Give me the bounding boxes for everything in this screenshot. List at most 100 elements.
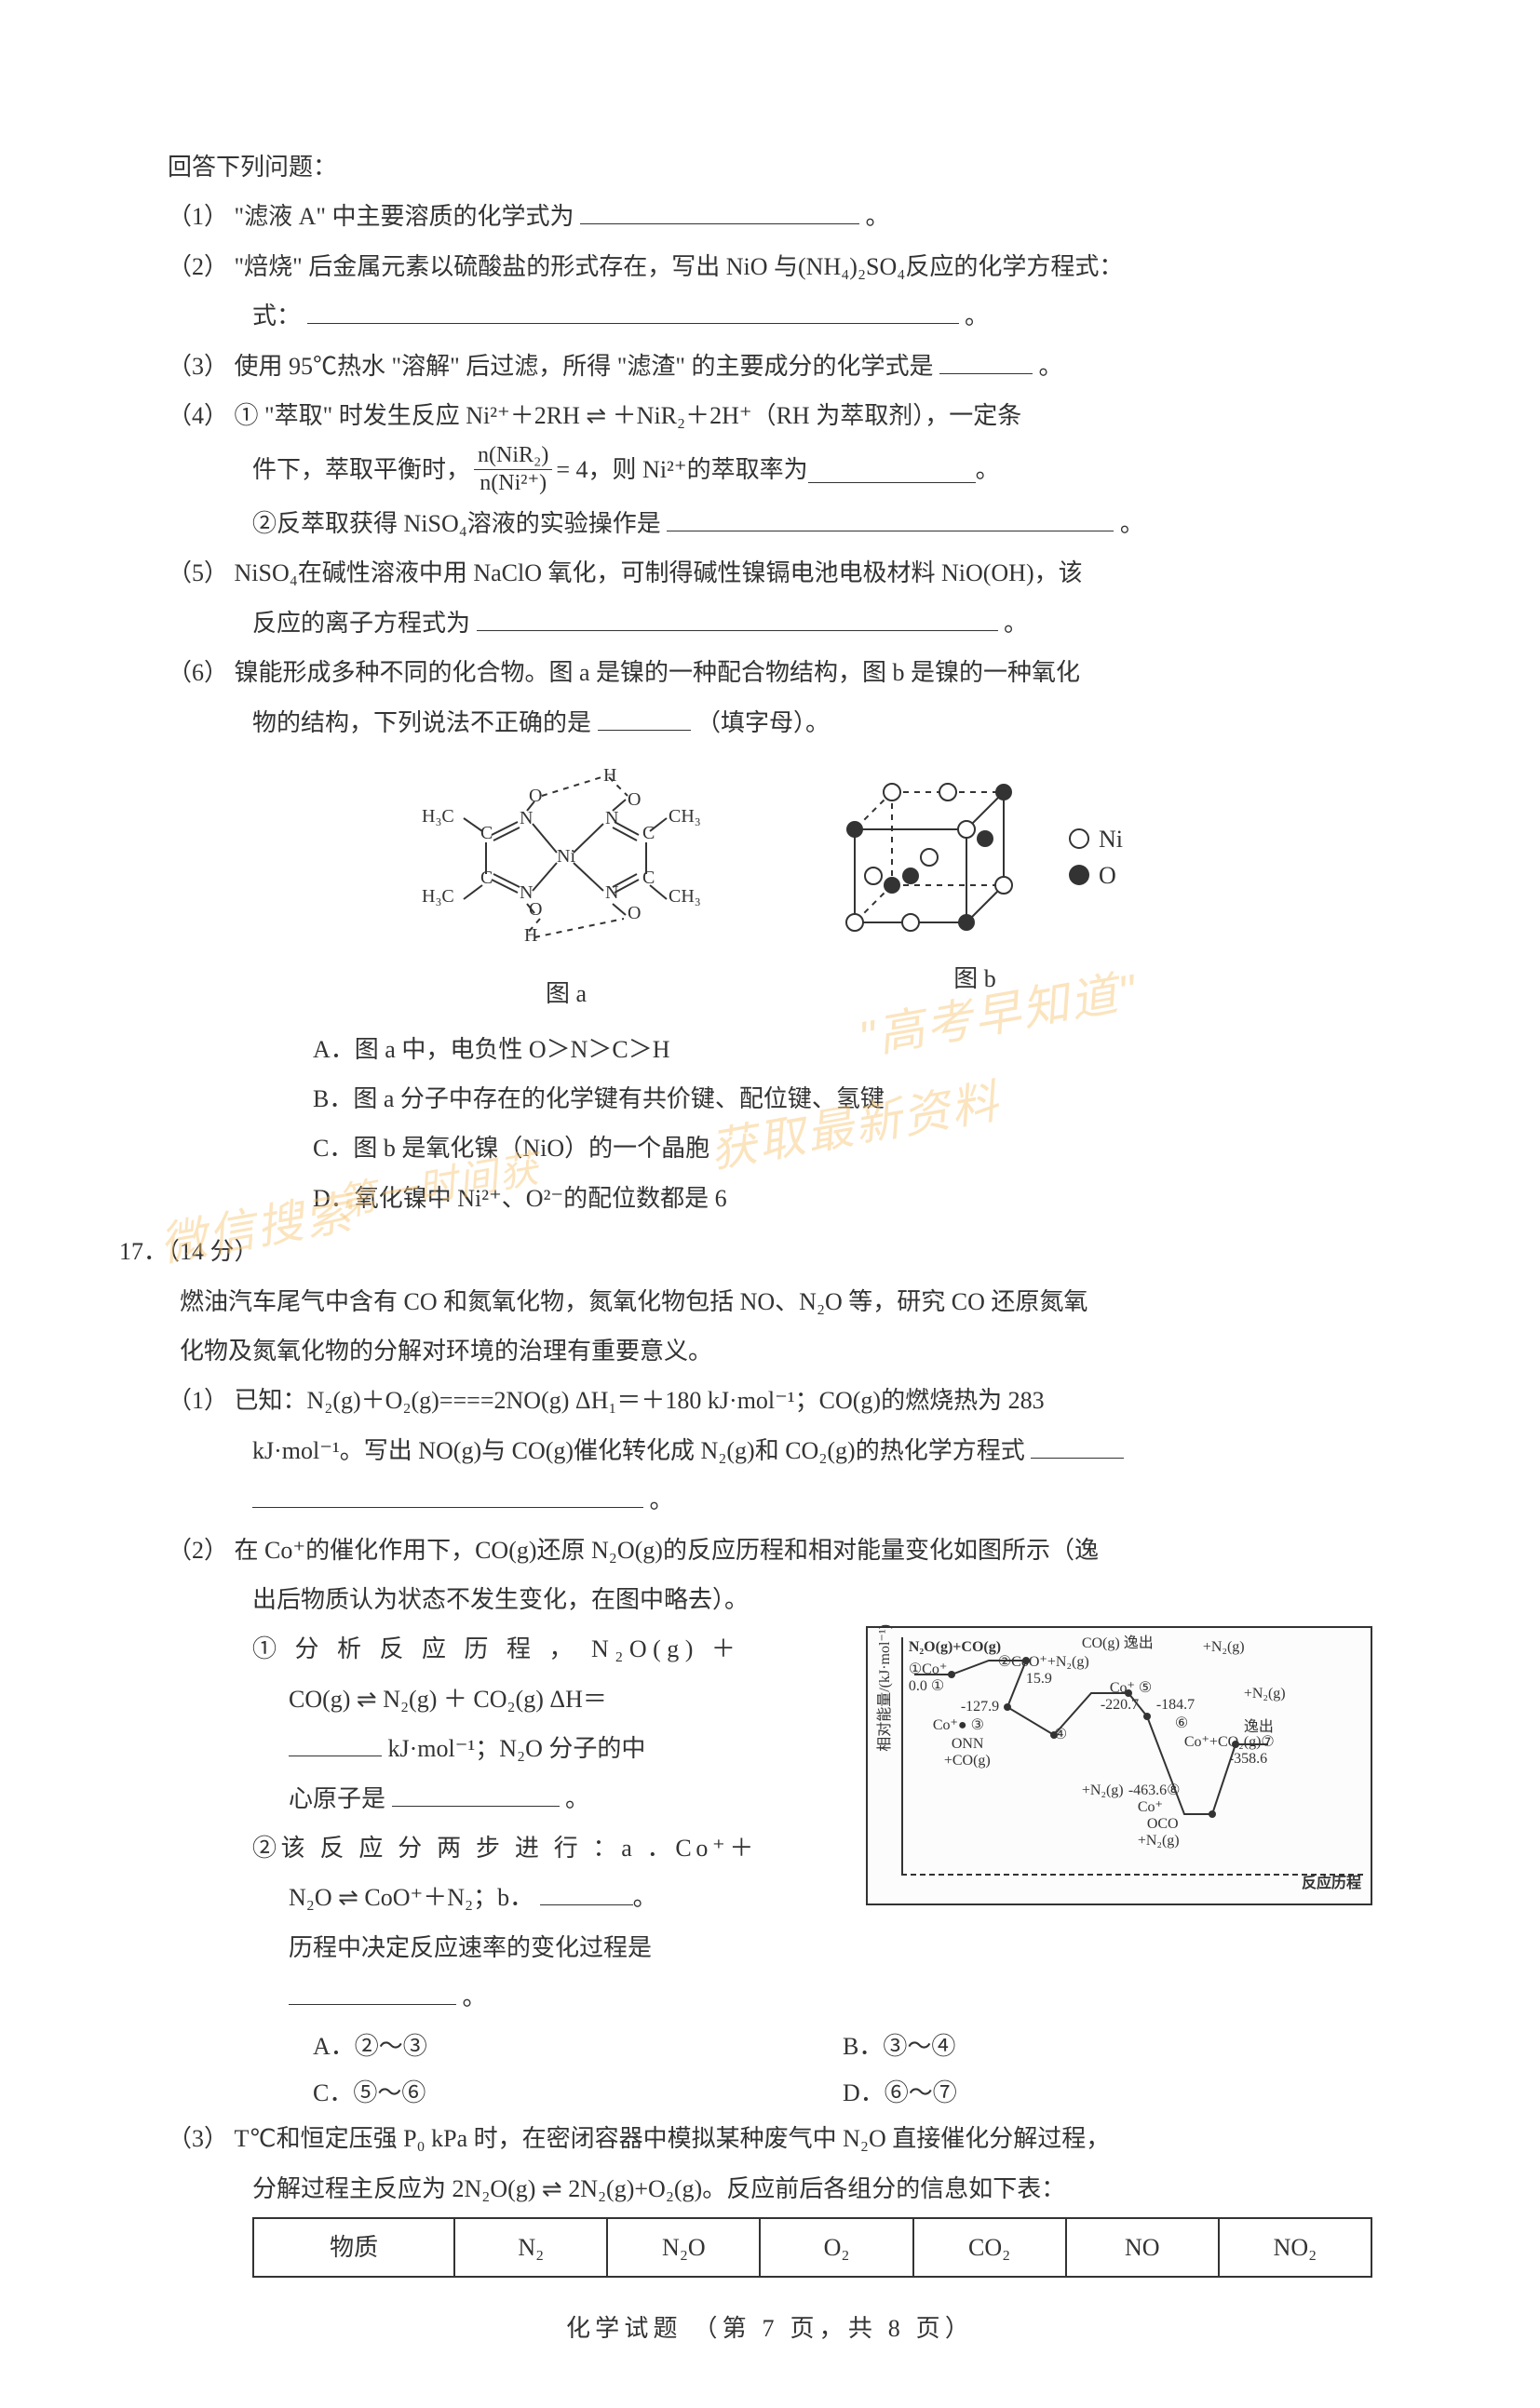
q3-blank xyxy=(939,347,1033,374)
atom-n-tr: N xyxy=(605,808,618,828)
q17-p1-a: 已知：N₂(g)＋O₂(g)====2NO(g) ΔH₁＝＋180 kJ·mol… xyxy=(235,1387,1045,1414)
th-1: N₂ xyxy=(454,2218,607,2277)
figure-a: Ni H O N N O O N N O H H₃C H₃C CH₃ CH₃ C xyxy=(417,764,715,1017)
q3-label: （3） xyxy=(168,353,228,380)
q17-sub1-d: 心原子是 xyxy=(289,1785,385,1812)
q17-p2-label: （2） xyxy=(168,1537,228,1564)
q17-intro-a: 燃油汽车尾气中含有 CO 和氮氧化物，氮氧化物包括 NO、N₂O 等，研究 CO… xyxy=(168,1279,1372,1325)
q17-sub2-tail-wrap: 。 xyxy=(252,1974,847,2020)
q6-line2: 物的结构，下列说法不正确的是 （填字母）。 xyxy=(168,700,1372,746)
q1-blank xyxy=(580,198,859,225)
q6-opt-c: C．图 b 是氧化镍（NiO）的一个晶胞 xyxy=(313,1125,1372,1171)
q4-tail2: 。 xyxy=(1120,510,1144,537)
atom-ch3-tl: H₃C xyxy=(422,806,454,827)
q17-mc-row2: C．⑤～⑥ D．⑥～⑦ xyxy=(168,2070,1372,2116)
cube-svg xyxy=(827,764,1032,950)
atom-n-bl: N xyxy=(520,882,533,903)
q4-line3: ②反萃取获得 NiSO₄溶液的实验操作是 。 xyxy=(168,501,1372,546)
q5-label: （5） xyxy=(168,559,228,586)
q17-mc-d: D．⑥～⑦ xyxy=(843,2070,1372,2116)
q4-blank2 xyxy=(667,504,1114,531)
chem-structure-svg: Ni H O N N O O N N O H H₃C H₃C CH₃ CH₃ C xyxy=(417,764,715,950)
q1-text: "滤液 A" 中主要溶质的化学式为 xyxy=(235,203,574,230)
q17-sub2-c: 历程中决定反应速率的变化过程是 xyxy=(252,1925,847,1971)
q4-line1: （4） ① "萃取" 时发生反应 Ni²⁺＋2RH ⇌ ＋NiR₂＋2H⁺（RH… xyxy=(168,393,1372,438)
q4-sub2: ②反萃取获得 NiSO₄溶液的实验操作是 xyxy=(252,510,661,537)
q17-sub1-b: CO(g) ⇌ N₂(g) ＋ CO₂(g) ΔH＝ xyxy=(252,1676,847,1722)
q6-hint: （填字母）。 xyxy=(696,709,830,736)
q6-blank xyxy=(598,704,691,731)
q17-mc-a: A．②～③ xyxy=(313,2024,843,2069)
frac-den: n(Ni²⁺) xyxy=(474,470,552,497)
q17-p1-label: （1） xyxy=(168,1387,228,1414)
q17-right-col: 相对能量/(kJ·mol⁻¹) 反应历程 N₂O(g)+CO(g) CO(g) … xyxy=(866,1626,1372,1905)
q5-tail: 。 xyxy=(1004,610,1028,637)
fig-a-label: 图 a xyxy=(417,971,715,1016)
q4-line2b: ，则 Ni²⁺的萃取率为 xyxy=(588,447,808,492)
fig-b-label: 图 b xyxy=(827,956,1123,1002)
q17-mc-row1: A．②～③ B．③～④ xyxy=(168,2024,1372,2069)
q1-label: （1） xyxy=(168,203,228,230)
q17-sub1-c: kJ·mol⁻¹；N₂O 分子的中 xyxy=(388,1735,646,1762)
legend-o: O xyxy=(1099,857,1116,894)
q17-sub2-b: N₂O ⇌ CoO⁺＋N₂；b． xyxy=(289,1884,534,1911)
ni-circle-icon xyxy=(1069,828,1089,849)
q17-p1-line3: 。 xyxy=(168,1477,1372,1523)
q17-p1-blank-inline xyxy=(1031,1432,1124,1459)
q17-p1-line1: （1） 已知：N₂(g)＋O₂(g)====2NO(g) ΔH₁＝＋180 kJ… xyxy=(168,1378,1372,1423)
q17-sub1-tail: 。 xyxy=(565,1785,589,1812)
atom-n-tl: N xyxy=(520,808,533,828)
q2-text: "焙烧" 后金属元素以硫酸盐的形式存在，写出 NiO 与(NH₄)₂SO₄反应的… xyxy=(235,253,1124,280)
q17-sub2-blank1 xyxy=(540,1879,633,1906)
q5-blank xyxy=(477,604,998,631)
atom-o-br: O xyxy=(628,903,641,923)
atom-h-top: H xyxy=(603,765,616,786)
q4-label: （4） xyxy=(168,402,228,429)
q4-line2: 件下，萃取平衡时， n(NiR₂) n(Ni²⁺) = 4 ，则 Ni²⁺的萃取… xyxy=(168,442,1372,497)
q4-blank1 xyxy=(808,456,976,483)
q2-line1: （2） "焙烧" 后金属元素以硫酸盐的形式存在，写出 NiO 与(NH₄)₂SO… xyxy=(168,244,1372,289)
page-footer: 化学试题 （第 7 页，共 8 页） xyxy=(168,2306,1372,2351)
q4-fraction: n(NiR₂) n(Ni²⁺) xyxy=(474,442,552,497)
q6-options: A．图 a 中，电负性 O＞N＞C＞H B．图 a 分子中存在的化学键有共价键、… xyxy=(168,1027,1372,1222)
q5-line2: 反应的离子方程式为 。 xyxy=(168,600,1372,646)
q17-p2-a: 在 Co⁺的催化作用下，CO(g)还原 N₂O(g)的反应历程和相对能量变化如图… xyxy=(235,1537,1099,1564)
legend-ni-row: Ni xyxy=(1069,821,1123,857)
q17-header: 17．（14 分） xyxy=(119,1229,1372,1274)
q5-line1: （5） NiSO₄在碱性溶液中用 NaClO 氧化，可制得碱性镍镉电池电极材料 … xyxy=(168,550,1372,596)
q17-split: ① 分 析 反 应 历 程 ， N₂O(g) ＋ CO(g) ⇌ N₂(g) ＋… xyxy=(168,1626,1372,2024)
o-circle-icon xyxy=(1069,865,1089,885)
atom-c-br: C xyxy=(642,868,655,888)
atom-c-tr: C xyxy=(642,823,655,843)
q17-sub1-c-wrap: kJ·mol⁻¹；N₂O 分子的中 xyxy=(252,1726,847,1771)
energy-curve-svg xyxy=(868,1628,1371,1904)
q6-opt-b: B．图 a 分子中存在的化学键有共价键、配位键、氢键 xyxy=(313,1076,1372,1122)
q17-left-col: ① 分 析 反 应 历 程 ， N₂O(g) ＋ CO(g) ⇌ N₂(g) ＋… xyxy=(252,1626,847,2024)
cube-legend: Ni O xyxy=(1069,821,1123,894)
q17-p3-label: （3） xyxy=(168,2125,228,2152)
q2-prefix: 式： xyxy=(252,303,301,330)
table-header-row: 物质 N₂ N₂O O₂ CO₂ NO NO₂ xyxy=(253,2218,1371,2277)
q4-frac-eq: = 4 xyxy=(556,447,588,492)
q2-blank xyxy=(307,298,959,325)
q17-p1-b: kJ·mol⁻¹。写出 NO(g)与 CO(g)催化转化成 N₂(g)和 CO₂… xyxy=(252,1437,1025,1464)
composition-table: 物质 N₂ N₂O O₂ CO₂ NO NO₂ xyxy=(252,2217,1372,2278)
q3: （3） 使用 95℃热水 "溶解" 后过滤，所得 "滤渣" 的主要成分的化学式是… xyxy=(168,343,1372,389)
q6-opt-d: D．氧化镍中 Ni²⁺、O²⁻的配位数都是 6 xyxy=(313,1176,1372,1221)
q17-sub2-b-wrap: N₂O ⇌ CoO⁺＋N₂；b． 。 xyxy=(252,1875,847,1920)
q17-mc-b: B．③～④ xyxy=(843,2024,1372,2069)
legend-o-row: O xyxy=(1069,857,1123,894)
intro-line: 回答下列问题： xyxy=(168,144,1372,190)
frac-num: n(NiR₂) xyxy=(474,442,552,470)
q6-opt-a: A．图 a 中，电负性 O＞N＞C＞H xyxy=(313,1027,1372,1072)
th-3: O₂ xyxy=(760,2218,912,2277)
atom-ch3-br: CH₃ xyxy=(669,886,701,907)
q17-p1-tail: 。 xyxy=(650,1487,674,1513)
q17-p2-line1: （2） 在 Co⁺的催化作用下，CO(g)还原 N₂O(g)的反应历程和相对能量… xyxy=(168,1527,1372,1573)
q6-text-b: 物的结构，下列说法不正确的是 xyxy=(252,709,591,736)
q17-sub2-tail: 。 xyxy=(463,1984,487,2011)
q17-p3-line1: （3） T℃和恒定压强 P₀ kPa 时，在密闭容器中模拟某种废气中 N₂O 直… xyxy=(168,2116,1372,2161)
q17-p1-line2: kJ·mol⁻¹。写出 NO(g)与 CO(g)催化转化成 N₂(g)和 CO₂… xyxy=(168,1428,1372,1473)
q6-label: （6） xyxy=(168,659,228,686)
q6-line1: （6） 镍能形成多种不同的化合物。图 a 是镍的一种配合物结构，图 b 是镍的一… xyxy=(168,650,1372,695)
